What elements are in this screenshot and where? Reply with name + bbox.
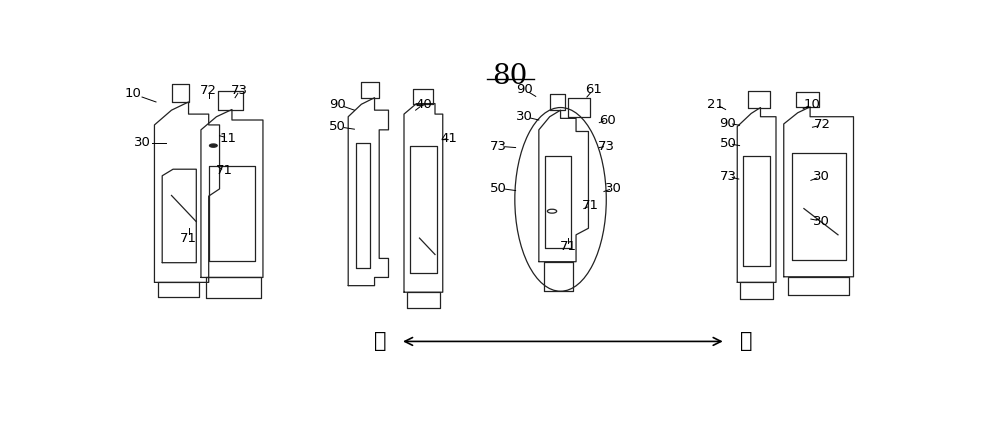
Text: 50: 50 — [329, 120, 346, 133]
Text: 40: 40 — [415, 98, 432, 111]
Text: 30: 30 — [813, 215, 829, 227]
Text: 30: 30 — [813, 170, 829, 183]
Text: 72: 72 — [814, 118, 831, 132]
Text: 71: 71 — [180, 232, 197, 245]
Text: 73: 73 — [490, 140, 507, 153]
Text: 72: 72 — [200, 84, 217, 97]
Text: 71: 71 — [582, 199, 598, 213]
Text: 71: 71 — [216, 164, 233, 177]
Text: 30: 30 — [605, 182, 622, 195]
Text: 61: 61 — [585, 83, 602, 96]
Text: 右: 右 — [740, 331, 752, 351]
Text: 90: 90 — [329, 98, 346, 111]
Text: 73: 73 — [719, 170, 736, 183]
Text: 71: 71 — [560, 240, 577, 253]
Circle shape — [209, 144, 217, 147]
Text: 11: 11 — [220, 132, 237, 144]
Text: 30: 30 — [134, 136, 151, 150]
Text: 60: 60 — [599, 113, 615, 127]
Text: 10: 10 — [124, 87, 141, 100]
Text: 30: 30 — [516, 110, 533, 123]
Text: 50: 50 — [720, 137, 736, 150]
Text: 90: 90 — [720, 117, 736, 130]
Text: 左: 左 — [374, 331, 386, 351]
Text: 80: 80 — [492, 63, 528, 89]
Text: 73: 73 — [231, 84, 248, 97]
Text: 21: 21 — [707, 98, 724, 111]
Text: 50: 50 — [490, 182, 507, 195]
Text: 10: 10 — [803, 98, 820, 111]
Text: 41: 41 — [441, 132, 457, 144]
Text: 90: 90 — [517, 83, 533, 96]
Text: 73: 73 — [598, 140, 615, 153]
